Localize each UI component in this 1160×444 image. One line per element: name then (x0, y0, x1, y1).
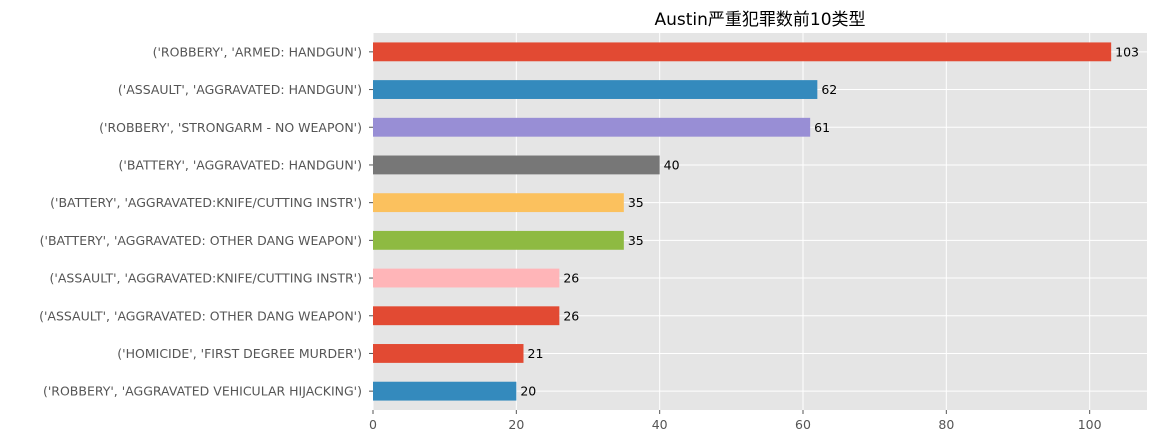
data-label: 35 (628, 233, 644, 248)
data-label: 21 (528, 346, 544, 361)
bars (373, 42, 1112, 401)
category-label: ('BATTERY', 'AGGRAVATED: OTHER DANG WEAP… (40, 233, 362, 248)
x-tick-label: 60 (795, 417, 811, 432)
bar (373, 117, 811, 137)
x-tick-label: 100 (1078, 417, 1102, 432)
x-tick-label: 20 (508, 417, 524, 432)
data-label: 61 (814, 120, 830, 135)
data-label: 103 (1115, 44, 1139, 59)
chart-title: Austin严重犯罪数前10类型 (654, 10, 865, 30)
bar (373, 80, 818, 99)
category-label: ('ROBBERY', 'STRONGARM - NO WEAPON') (99, 120, 362, 135)
bar (373, 381, 517, 401)
data-label: 26 (563, 271, 579, 286)
x-tick-label: 40 (652, 417, 668, 432)
category-label: ('ASSAULT', 'AGGRAVATED:KNIFE/CUTTING IN… (50, 271, 362, 286)
category-label: ('BATTERY', 'AGGRAVATED:KNIFE/CUTTING IN… (50, 195, 362, 210)
bar (373, 268, 560, 288)
data-label: 35 (628, 195, 644, 210)
category-label: ('BATTERY', 'AGGRAVATED: HANDGUN') (119, 157, 363, 172)
bar (373, 344, 524, 363)
bar (373, 230, 624, 250)
bar (373, 306, 560, 326)
labels: 0 20 40 60 80 100 ('ROBBERY', 'ARMED: HANDGUN'… (39, 44, 1139, 432)
x-tick-label: 0 (369, 417, 377, 432)
bar (373, 42, 1112, 62)
data-label: 40 (664, 157, 680, 172)
data-label: 62 (821, 82, 837, 97)
category-label: ('ROBBERY', 'ARMED: HANDGUN') (153, 44, 362, 59)
category-label: ('HOMICIDE', 'FIRST DEGREE MURDER') (117, 346, 362, 361)
bar (373, 155, 660, 175)
data-label: 20 (520, 384, 536, 399)
category-label: ('ASSAULT', 'AGGRAVATED: OTHER DANG WEAP… (39, 308, 362, 323)
x-tick-label: 80 (938, 417, 954, 432)
category-label: ('ASSAULT', 'AGGRAVATED: HANDGUN') (118, 82, 362, 97)
bar (373, 193, 624, 213)
data-label: 26 (563, 308, 579, 323)
category-label: ('ROBBERY', 'AGGRAVATED VEHICULAR HIJACK… (43, 384, 362, 399)
